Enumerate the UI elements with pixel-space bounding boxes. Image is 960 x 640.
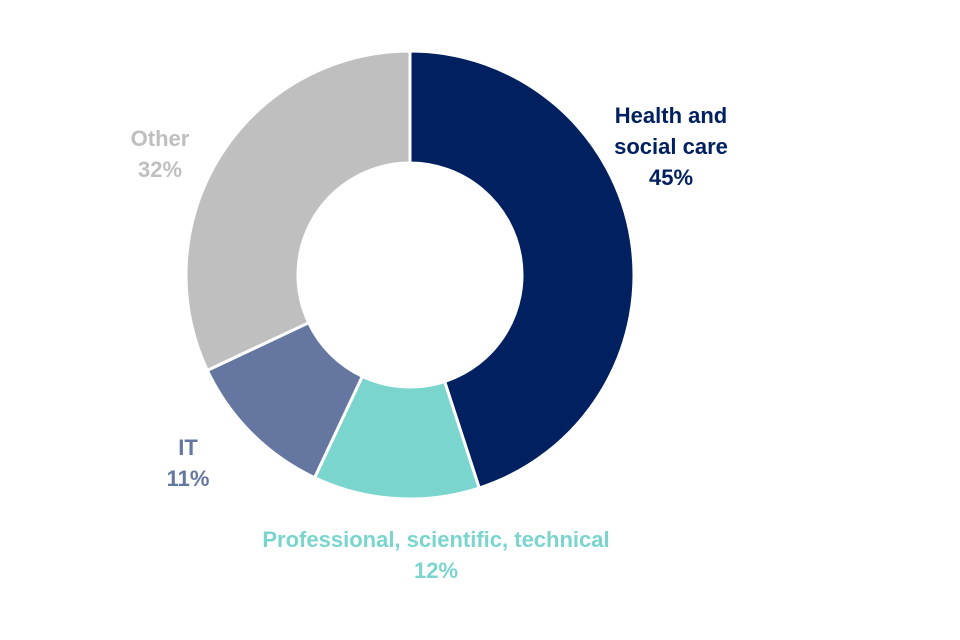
slice-label-other: Other 32% bbox=[131, 123, 190, 185]
value-label: 32% bbox=[137, 157, 183, 182]
donut-slice-other bbox=[184, 49, 412, 373]
label-text: IT bbox=[178, 435, 198, 460]
value-label: 11% bbox=[166, 466, 210, 491]
label-text: Health and bbox=[614, 103, 728, 128]
slice-label-professional: Professional, scientific, technical 12% bbox=[262, 524, 609, 586]
label-text: Other bbox=[130, 126, 190, 151]
slice-label-health: Health and social care 45% bbox=[614, 100, 728, 193]
value-label: 45% bbox=[648, 165, 694, 190]
donut-slice-health-and-social-care bbox=[408, 49, 636, 490]
label-text: social care bbox=[614, 134, 728, 159]
label-text: Professional, scientific, technical bbox=[262, 527, 610, 552]
value-label: 12% bbox=[413, 558, 459, 583]
slice-label-it: IT 11% bbox=[167, 432, 210, 494]
